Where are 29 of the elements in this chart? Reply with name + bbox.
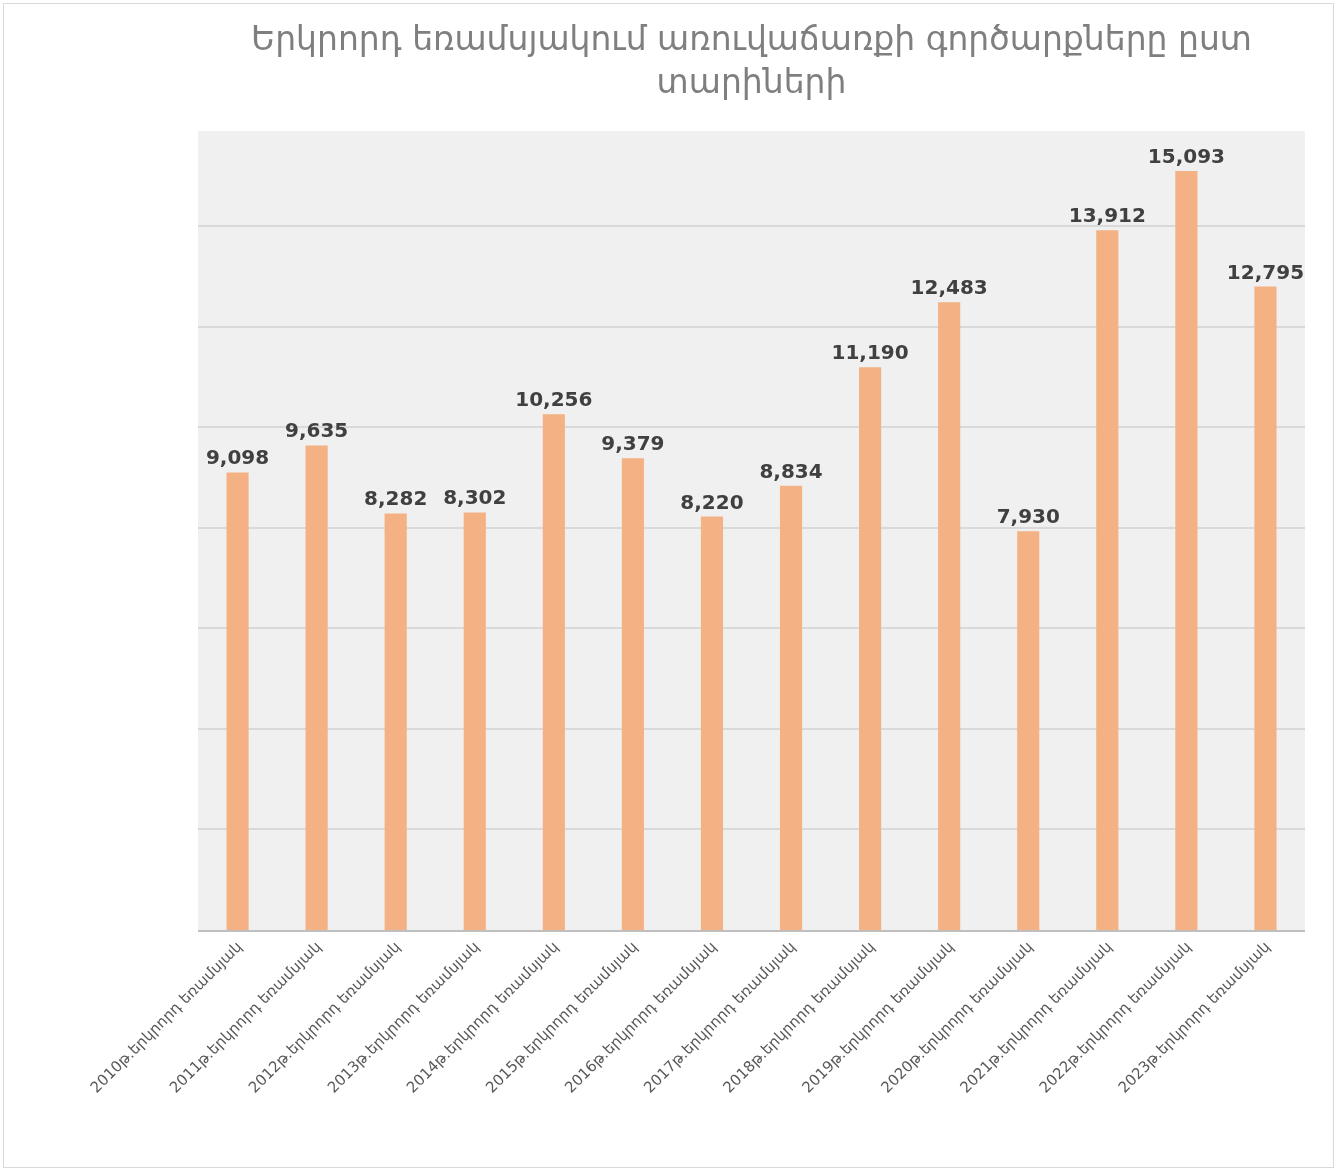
bar: [1175, 170, 1198, 930]
bar: [938, 302, 961, 930]
data-label: 8,302: [443, 485, 507, 510]
bar: [1254, 286, 1277, 930]
data-label: 8,282: [364, 486, 428, 511]
data-label: 11,190: [831, 340, 909, 365]
data-label: 9,098: [205, 445, 270, 470]
bar: [305, 445, 328, 930]
chart-title: Երկրորդ եռամսյակում առուվաճառքի գործարքները ըստ տարիների: [251, 19, 1252, 102]
bar: [384, 513, 407, 930]
bar: [859, 367, 882, 930]
data-label: 7,930: [996, 504, 1060, 529]
bar: [779, 485, 803, 930]
bar: [542, 414, 565, 930]
data-label: 12,483: [910, 275, 988, 300]
bar: [700, 516, 724, 930]
data-label: 13,912: [1068, 203, 1146, 228]
bar: [621, 458, 644, 930]
data-label: 8,834: [759, 458, 823, 483]
data-label: 10,256: [515, 387, 593, 412]
data-label: 9,635: [284, 418, 349, 443]
data-label: 15,093: [1147, 143, 1225, 168]
data-label: 9,379: [601, 431, 665, 456]
data-label: 12,795: [1226, 259, 1305, 284]
bar: [226, 472, 249, 930]
bar: [463, 512, 486, 930]
bar: [1096, 230, 1119, 930]
data-label: 8,220: [680, 489, 744, 514]
bar: [1017, 531, 1040, 930]
